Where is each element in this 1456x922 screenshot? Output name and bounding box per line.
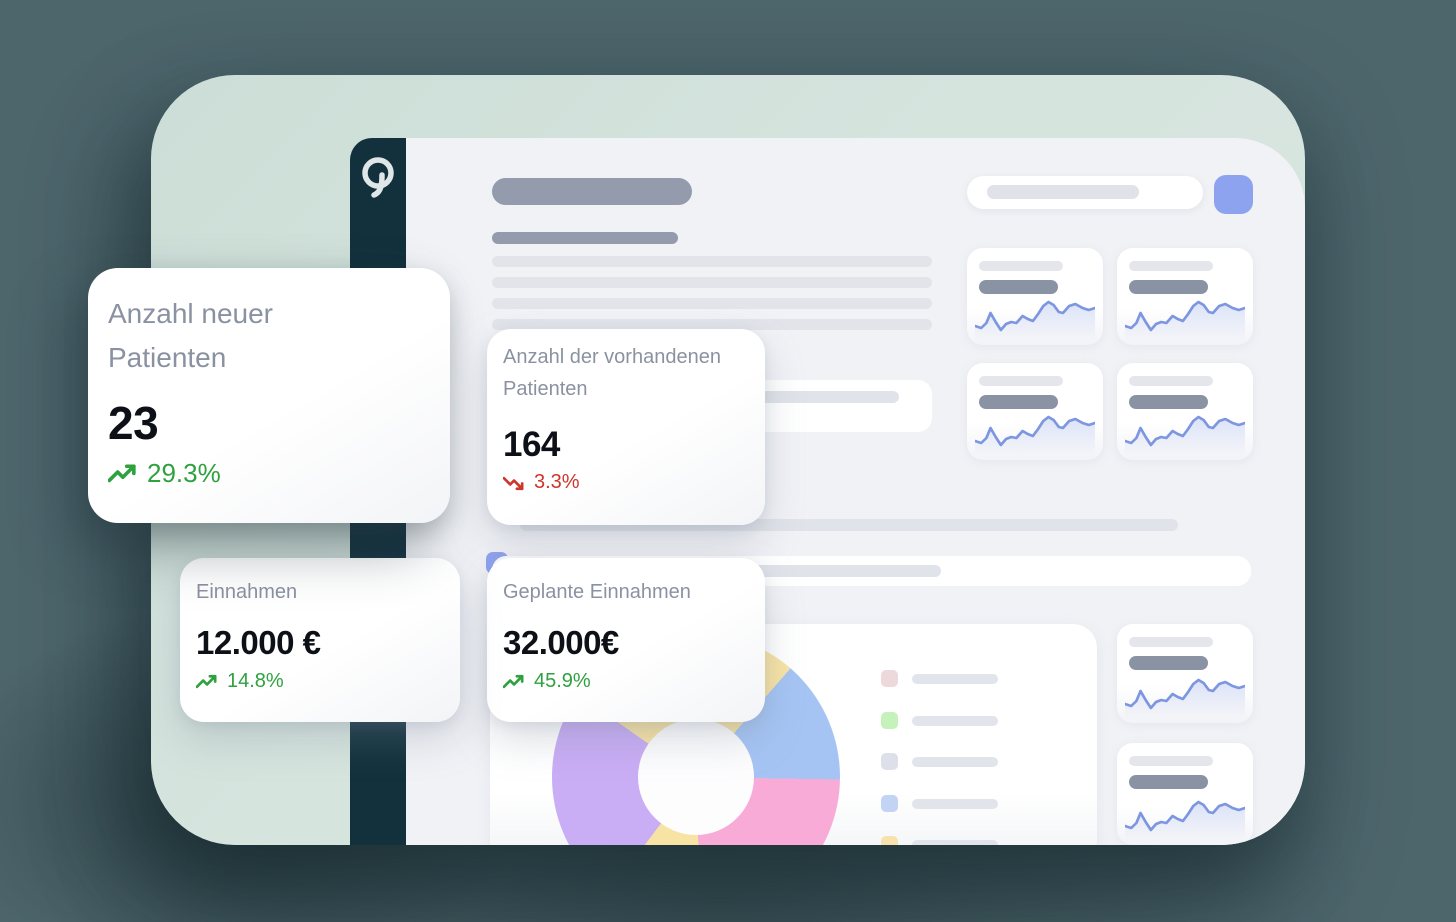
stat-delta: 14.8% — [196, 670, 284, 693]
trending-down-icon — [503, 476, 524, 490]
sparkline-chart — [1125, 678, 1245, 718]
legend-swatch — [881, 836, 898, 845]
stat-title: Einnahmen — [196, 581, 298, 603]
legend-label-skeleton — [912, 716, 998, 726]
legend-label-skeleton — [912, 799, 998, 809]
skeleton-page-title — [492, 178, 692, 205]
skeleton-text-row — [492, 319, 932, 330]
stat-value: 32.000€ — [503, 624, 619, 661]
legend-swatch — [881, 712, 898, 729]
skeleton-text-row — [492, 298, 932, 309]
legend-label-skeleton — [912, 757, 998, 767]
sparkline-chart — [1125, 800, 1245, 840]
sparkline-chart — [1125, 300, 1245, 340]
stat-title: Geplante Einnahmen — [503, 581, 691, 603]
sparkline-chart — [975, 415, 1095, 455]
stat-title: Anzahl neuer Patienten — [108, 298, 274, 373]
stat-value: 164 — [503, 425, 560, 464]
search-input[interactable] — [967, 176, 1203, 209]
sparkline-chart — [975, 300, 1095, 340]
stat-card-revenue: Einnahmen 12.000 € 14.8% — [180, 558, 460, 722]
trending-up-icon — [196, 674, 217, 688]
sparkline-chart — [1125, 415, 1245, 455]
stat-delta: 3.3% — [503, 471, 580, 494]
legend-swatch — [881, 670, 898, 687]
legend-swatch — [881, 753, 898, 770]
sparkline-card — [967, 363, 1103, 460]
legend-swatch — [881, 795, 898, 812]
skeleton-subtitle — [492, 232, 678, 244]
stat-title: Anzahl der vorhandenen Patienten — [503, 346, 721, 400]
search-placeholder-skeleton — [987, 185, 1139, 199]
stat-value: 23 — [108, 397, 159, 449]
search-button[interactable] — [1214, 175, 1253, 214]
sparkline-card — [1117, 248, 1253, 345]
stat-card-existing-patients: Anzahl der vorhandenen Patienten 164 3.3… — [487, 329, 765, 525]
sparkline-card — [1117, 624, 1253, 723]
donut-hole — [638, 719, 754, 835]
trending-up-icon — [108, 463, 136, 482]
sparkline-card — [967, 248, 1103, 345]
stat-delta: 29.3% — [108, 458, 221, 489]
stat-value: 12.000 € — [196, 624, 321, 661]
sparkline-card — [1117, 743, 1253, 845]
legend-label-skeleton — [912, 674, 998, 684]
stat-delta: 45.9% — [503, 670, 591, 693]
app-logo-q-icon — [362, 157, 394, 198]
skeleton-text-row — [492, 256, 932, 267]
legend-label-skeleton — [912, 840, 998, 845]
skeleton-text-row — [492, 277, 932, 288]
sparkline-card — [1117, 363, 1253, 460]
trending-up-icon — [503, 674, 524, 688]
stat-card-planned-revenue: Geplante Einnahmen 32.000€ 45.9% — [487, 558, 765, 722]
stat-card-new-patients: Anzahl neuer Patienten 23 29.3% — [88, 268, 450, 523]
